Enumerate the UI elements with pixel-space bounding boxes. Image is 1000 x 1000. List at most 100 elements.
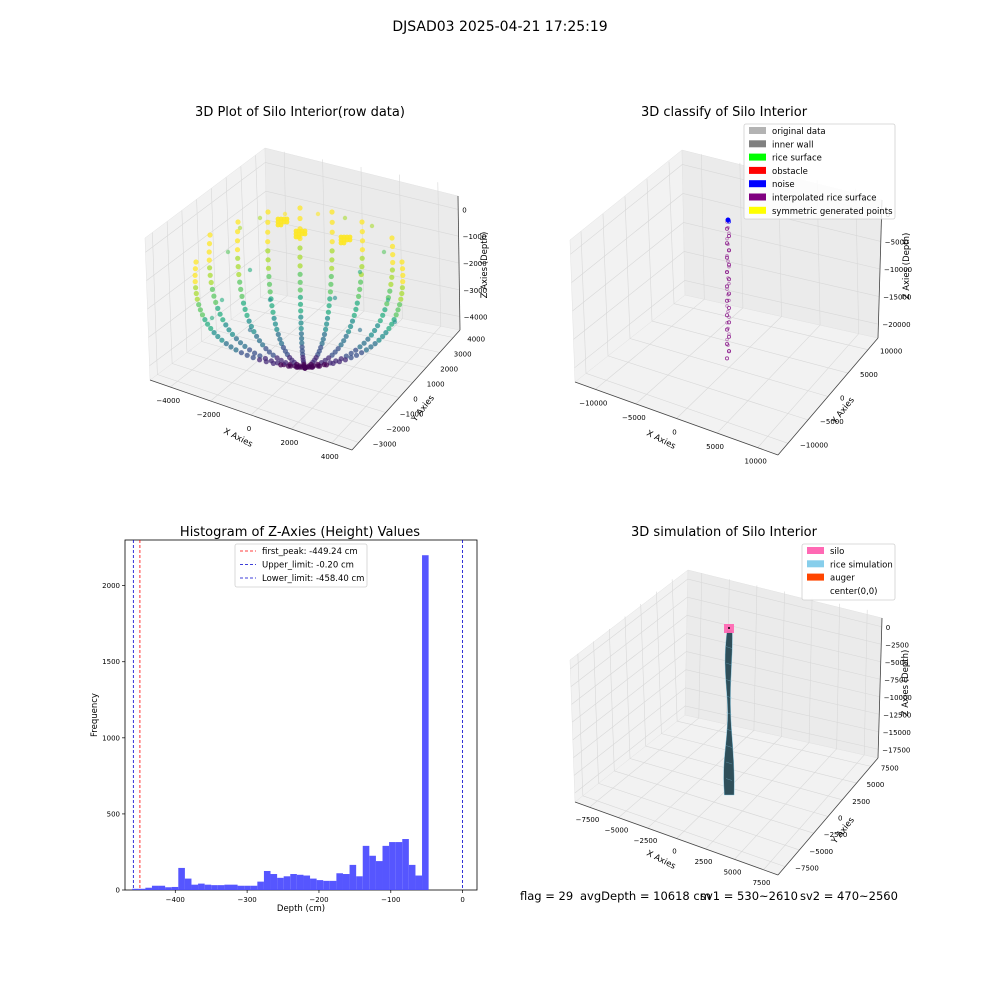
c1-point [387, 288, 393, 294]
c2-legend-swatch [749, 180, 766, 188]
c4-legend-label: rice simulation [830, 560, 893, 570]
c1-point [251, 329, 257, 335]
c2-ygrid-wall [668, 161, 675, 304]
c3-bar [389, 842, 396, 890]
c4-mesh-line [725, 761, 733, 765]
c1-point [199, 312, 206, 318]
c1-xtick-label: −4000 [156, 397, 180, 405]
c2-column-point [727, 262, 732, 267]
c4-xgrid-wall [836, 603, 840, 749]
c1-point [297, 287, 303, 293]
c3-xtick-label: −100 [381, 896, 400, 904]
c1-ytick-label: 2000 [440, 366, 458, 374]
c4-legend-frame [801, 543, 896, 601]
c3-plot-frame [124, 539, 478, 891]
c1-point [357, 327, 363, 333]
c2-column-point [727, 298, 731, 303]
c3-legend-label: Lower_limit: -458.40 cm [262, 574, 364, 584]
c2-legend: original data inner wall rice surface obsta… [743, 123, 896, 220]
c3-bar [316, 880, 324, 890]
c1-point [343, 333, 349, 339]
c1-point [388, 281, 394, 287]
c2-ygrid [651, 320, 849, 374]
c1-point [225, 249, 231, 255]
c4-rice-simulation-surface [723, 629, 735, 796]
c1-point [329, 239, 335, 245]
c3-bar [395, 842, 403, 890]
c1-point [327, 296, 333, 302]
c3-bar [277, 877, 284, 890]
c1-point [257, 357, 263, 363]
c2-legend-label: noise [772, 180, 795, 190]
c4-ygrid [598, 783, 800, 851]
c1-point [317, 363, 323, 369]
c2-column-point [725, 337, 729, 342]
c3-bar [158, 885, 166, 890]
c1-point [349, 318, 356, 324]
footer-sv2: sv2 = 470~2560 [800, 889, 898, 903]
c3-bar [178, 867, 185, 890]
c1-point [302, 365, 308, 371]
c1-ytick-label: 3000 [454, 351, 472, 359]
c4-legend-swatch [807, 573, 824, 581]
c4-zgrid [570, 596, 882, 687]
c1-point [330, 360, 336, 366]
c1-point [208, 279, 214, 286]
c1-point [298, 325, 304, 332]
c1-point [247, 267, 253, 273]
c2-column-point [726, 326, 730, 331]
c2-legend-label: inner wall [772, 140, 813, 150]
c2-ygrid [673, 303, 869, 350]
c3-legend-label: Upper_limit: -0.20 cm [262, 561, 354, 571]
c2-column-point [727, 281, 731, 286]
c1-point [297, 294, 303, 300]
c1-point [265, 239, 271, 245]
c1-point [389, 267, 395, 273]
c1-point [329, 229, 335, 235]
c2-column-point [726, 343, 730, 347]
c1-point [247, 327, 253, 333]
c2-ztick-label: −5000 [885, 238, 909, 246]
c4-xgrid-wall [781, 591, 785, 737]
c1-point [265, 219, 271, 225]
c1-point [220, 317, 226, 323]
c1-point [351, 312, 357, 318]
c1-point [399, 259, 405, 265]
c3-bar [165, 887, 172, 890]
c1-point [193, 290, 199, 297]
c1-point [328, 281, 334, 287]
c3-xlabel: Depth (cm) [277, 904, 325, 914]
c2-column-point [727, 349, 731, 353]
c1-point [215, 305, 221, 311]
c4-ztick-label: −10000 [884, 694, 912, 702]
c3-xtick-label: −300 [238, 896, 257, 904]
c2-zgrid [574, 280, 879, 369]
c3-ylabel: Frequency [90, 693, 100, 737]
c1-point [193, 285, 199, 291]
c3-bar [263, 870, 271, 890]
c1-point [384, 301, 390, 307]
c2-column-point [726, 259, 730, 263]
c4-z-axis-line [877, 617, 883, 759]
c1-point [270, 360, 276, 366]
c3-bar [422, 555, 429, 890]
c3-bar [145, 887, 152, 890]
c1-point [237, 225, 243, 231]
c1-point [298, 320, 304, 326]
c1-yellow-point [302, 231, 308, 237]
c4-mesh-line [725, 712, 733, 715]
c3-bar [204, 884, 212, 890]
c2-ygrid-wall [646, 179, 653, 322]
c1-point [380, 333, 386, 340]
c3-bar [217, 885, 225, 890]
c3-xtick-label: −200 [309, 896, 328, 904]
c4-mesh-line [725, 662, 733, 666]
c3-bar [132, 888, 139, 890]
c1-point [357, 344, 363, 350]
c1-point [323, 326, 329, 332]
c1-point [329, 265, 335, 271]
c4-ztick-label: −7500 [884, 676, 908, 684]
c1-point [234, 238, 241, 244]
c4-ygrid-wall [608, 628, 615, 771]
c1-yellow-point [284, 219, 290, 225]
